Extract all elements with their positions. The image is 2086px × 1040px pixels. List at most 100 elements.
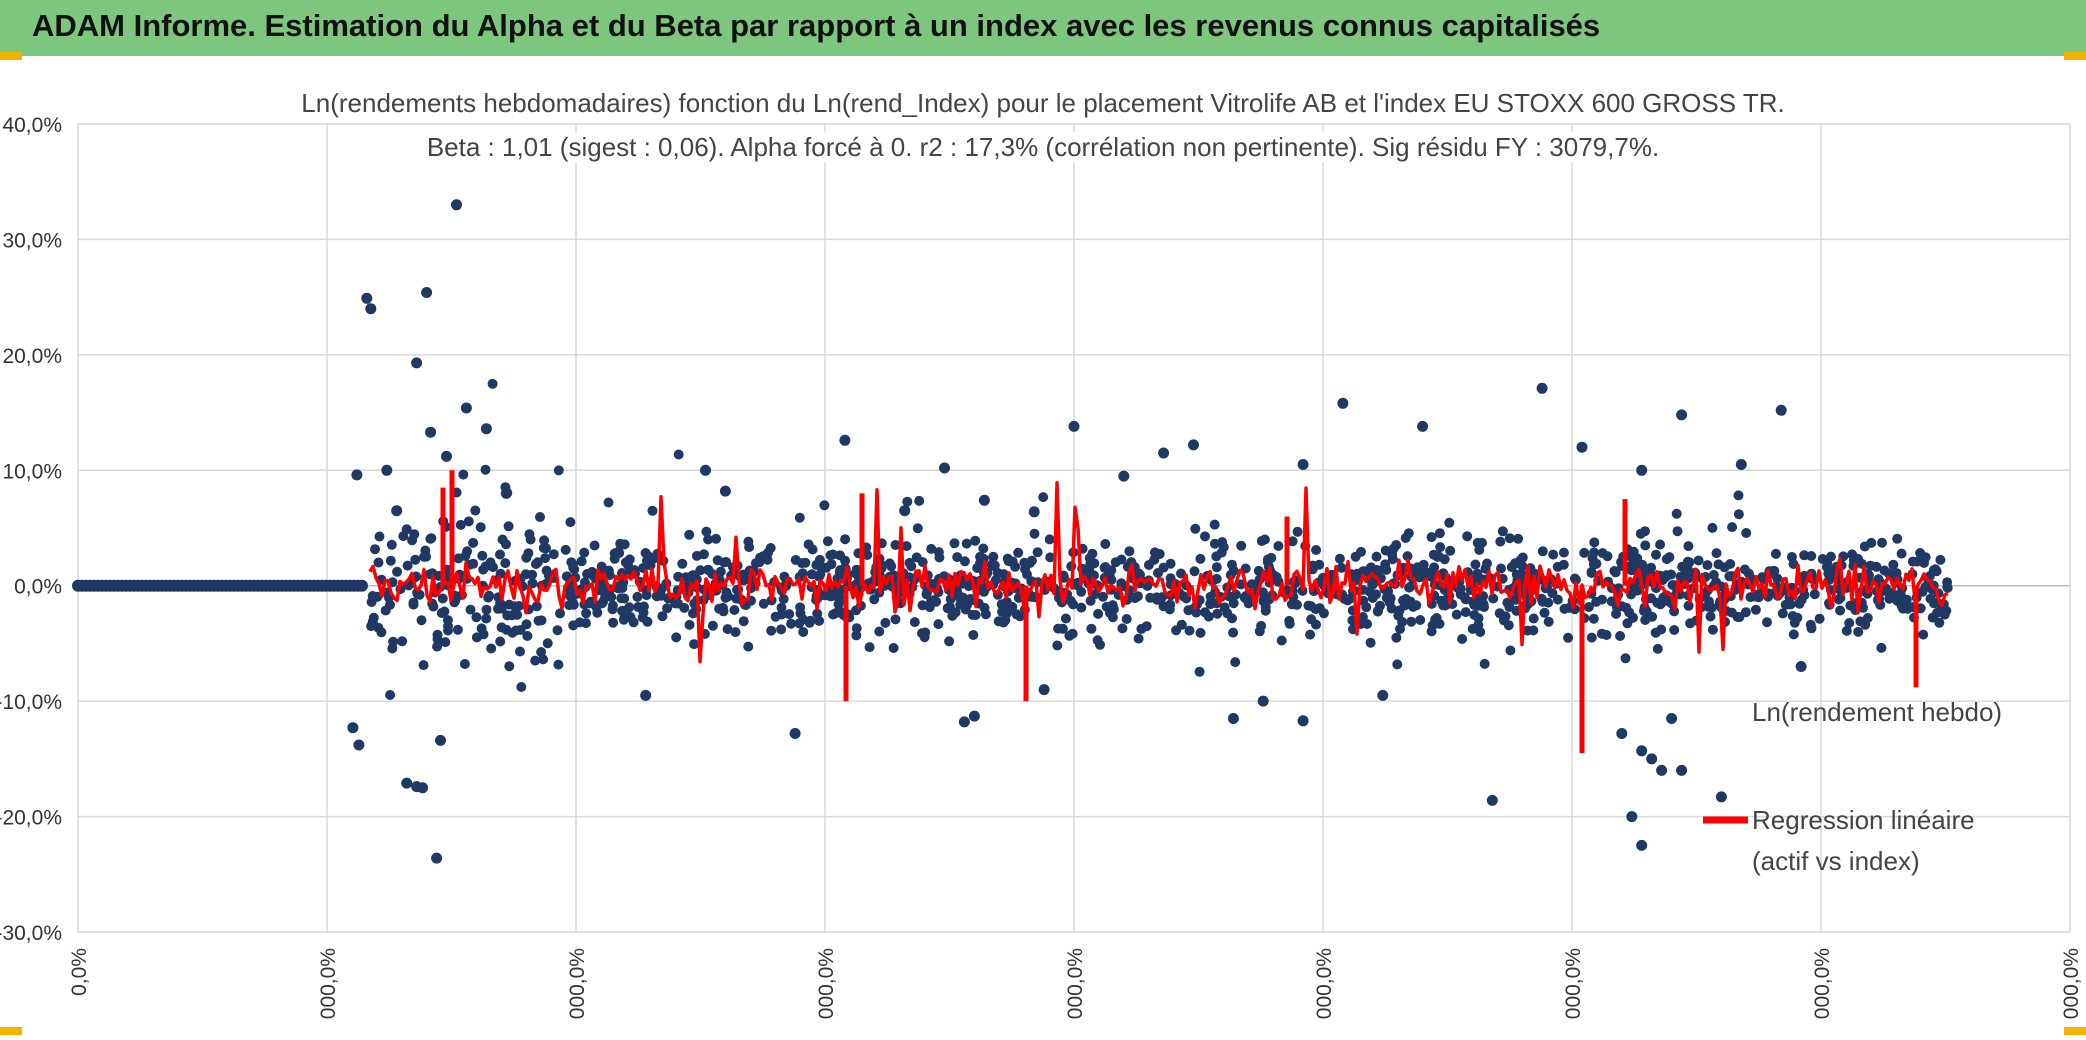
data-point: [1558, 559, 1569, 570]
data-point: [1411, 600, 1422, 611]
data-point: [1372, 565, 1383, 575]
data-point: [1749, 591, 1760, 602]
data-point: [1469, 600, 1480, 610]
data-point: [743, 641, 754, 652]
data-point: [609, 548, 620, 559]
data-point: [1866, 537, 1877, 548]
data-point: [1397, 616, 1408, 627]
chart-subtitle: Beta : 1,01 (sigest : 0,06). Alpha forcé…: [420, 132, 1666, 162]
data-point: [1877, 537, 1887, 548]
data-point: [988, 551, 999, 562]
data-point: [1706, 602, 1717, 613]
data-point: [1218, 542, 1229, 553]
data-point: [934, 552, 945, 563]
data-point: [978, 494, 990, 506]
data-point: [1488, 593, 1499, 604]
data-point: [442, 615, 453, 626]
data-point: [1371, 589, 1381, 600]
data-point: [347, 722, 359, 734]
data-point: [1286, 599, 1297, 610]
data-point: [401, 777, 413, 789]
data-point: [512, 609, 523, 620]
data-point: [1676, 409, 1688, 421]
data-point: [1586, 568, 1597, 578]
data-point: [920, 627, 931, 638]
data-point: [1026, 555, 1037, 566]
data-point: [1528, 625, 1539, 636]
data-point: [1537, 546, 1548, 557]
data-point: [553, 659, 564, 670]
data-point: [485, 557, 496, 568]
data-point: [794, 512, 805, 523]
data-point: [1124, 546, 1135, 557]
data-point: [1195, 553, 1206, 564]
data-point: [1683, 541, 1694, 552]
data-point: [1750, 604, 1761, 615]
data-point: [1707, 624, 1718, 635]
data-point: [1334, 553, 1345, 564]
data-point: [695, 565, 706, 576]
data-point: [1479, 658, 1490, 669]
data-point: [812, 608, 823, 619]
data-point: [576, 556, 587, 567]
data-point: [478, 629, 489, 640]
data-point: [1547, 588, 1558, 599]
data-point: [874, 626, 885, 637]
data-point: [1305, 629, 1316, 640]
data-point: [1093, 608, 1104, 619]
data-point: [483, 592, 494, 603]
data-point: [1876, 642, 1887, 653]
data-point: [719, 485, 731, 497]
data-point: [1845, 600, 1856, 611]
data-point: [1057, 623, 1068, 634]
data-point: [581, 608, 592, 619]
data-point: [911, 552, 922, 563]
data-point: [1184, 625, 1195, 636]
data-point: [1676, 764, 1688, 776]
data-point: [1098, 591, 1108, 602]
data-point: [1427, 620, 1438, 631]
data-point: [712, 555, 723, 566]
data-point: [604, 570, 615, 581]
data-point: [718, 606, 729, 617]
data-point: [715, 566, 726, 577]
data-point: [1230, 657, 1241, 668]
data-point: [720, 592, 731, 603]
data-point: [899, 505, 911, 517]
data-point: [1100, 562, 1111, 572]
data-point: [1391, 540, 1402, 550]
data-point: [548, 549, 559, 560]
data-point: [1287, 536, 1298, 547]
data-point: [1019, 557, 1030, 568]
data-point: [1205, 599, 1216, 610]
data-point: [926, 596, 937, 607]
data-point: [1373, 605, 1383, 616]
data-point: [1505, 645, 1516, 656]
data-point: [356, 579, 368, 592]
data-point: [515, 646, 525, 657]
data-point: [1259, 534, 1270, 545]
data-point: [1457, 634, 1468, 644]
data-point: [1425, 570, 1436, 581]
data-point: [1194, 666, 1205, 677]
data-point: [1118, 470, 1130, 482]
data-point: [902, 496, 913, 507]
data-point: [1506, 562, 1517, 573]
data-point: [1297, 715, 1309, 727]
x-tick-label: 000,0%: [566, 948, 589, 1019]
data-point: [1915, 548, 1926, 558]
data-point: [1865, 560, 1876, 571]
data-point: [470, 505, 481, 516]
data-point: [385, 555, 396, 566]
data-point: [1621, 602, 1632, 613]
data-point: [1765, 588, 1776, 599]
data-point: [840, 534, 851, 545]
data-point: [776, 624, 787, 635]
data-point: [1844, 618, 1855, 628]
data-point: [1693, 555, 1704, 566]
data-point: [970, 610, 981, 620]
y-tick-label: -20,0%: [0, 807, 62, 830]
data-point: [1615, 631, 1626, 641]
data-point: [421, 287, 433, 298]
data-point: [1100, 539, 1111, 549]
